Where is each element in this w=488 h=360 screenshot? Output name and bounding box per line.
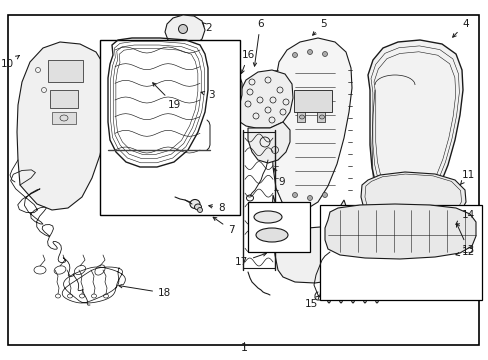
Ellipse shape xyxy=(183,84,190,92)
Text: 8: 8 xyxy=(208,203,224,213)
Ellipse shape xyxy=(319,115,324,119)
Text: 1: 1 xyxy=(240,343,247,353)
Polygon shape xyxy=(238,70,292,128)
Text: 9: 9 xyxy=(273,168,284,187)
Bar xyxy=(50,90,78,108)
Bar xyxy=(100,40,240,215)
Text: 11: 11 xyxy=(459,170,474,185)
Ellipse shape xyxy=(197,207,202,212)
Bar xyxy=(316,112,325,122)
Text: 12: 12 xyxy=(455,247,474,257)
Polygon shape xyxy=(247,122,289,163)
Ellipse shape xyxy=(307,195,312,201)
Bar xyxy=(48,60,83,82)
Polygon shape xyxy=(17,42,108,210)
Text: 13: 13 xyxy=(455,224,474,255)
Bar xyxy=(293,90,331,112)
Bar xyxy=(247,202,309,252)
Text: 4: 4 xyxy=(452,19,468,37)
Text: 10: 10 xyxy=(1,55,19,69)
Polygon shape xyxy=(367,40,462,210)
Text: 14: 14 xyxy=(455,210,474,224)
Ellipse shape xyxy=(307,49,312,54)
Ellipse shape xyxy=(190,199,200,208)
Ellipse shape xyxy=(322,51,327,57)
Text: 6: 6 xyxy=(253,19,263,66)
Ellipse shape xyxy=(253,211,282,223)
Text: 2: 2 xyxy=(202,22,211,33)
Ellipse shape xyxy=(256,228,287,242)
Ellipse shape xyxy=(194,204,201,210)
Text: 19: 19 xyxy=(152,83,181,110)
Text: 17: 17 xyxy=(234,253,266,267)
Bar xyxy=(319,205,481,300)
Ellipse shape xyxy=(322,193,327,198)
Text: 5: 5 xyxy=(312,19,326,35)
Polygon shape xyxy=(164,15,204,47)
Polygon shape xyxy=(360,242,462,283)
Polygon shape xyxy=(360,209,462,254)
Text: 16: 16 xyxy=(241,50,255,73)
Text: 18: 18 xyxy=(119,284,171,298)
Text: 3: 3 xyxy=(201,90,214,100)
Ellipse shape xyxy=(292,193,297,198)
Polygon shape xyxy=(221,74,242,106)
Polygon shape xyxy=(360,172,465,224)
Ellipse shape xyxy=(299,115,304,119)
Bar xyxy=(296,112,305,122)
Text: 15: 15 xyxy=(304,296,319,309)
Ellipse shape xyxy=(177,84,183,92)
Bar xyxy=(52,112,76,124)
Bar xyxy=(183,92,201,100)
Text: 7: 7 xyxy=(213,217,234,235)
Ellipse shape xyxy=(178,24,187,33)
Polygon shape xyxy=(271,38,351,210)
Polygon shape xyxy=(271,195,350,283)
Ellipse shape xyxy=(292,53,297,58)
Polygon shape xyxy=(325,204,475,259)
